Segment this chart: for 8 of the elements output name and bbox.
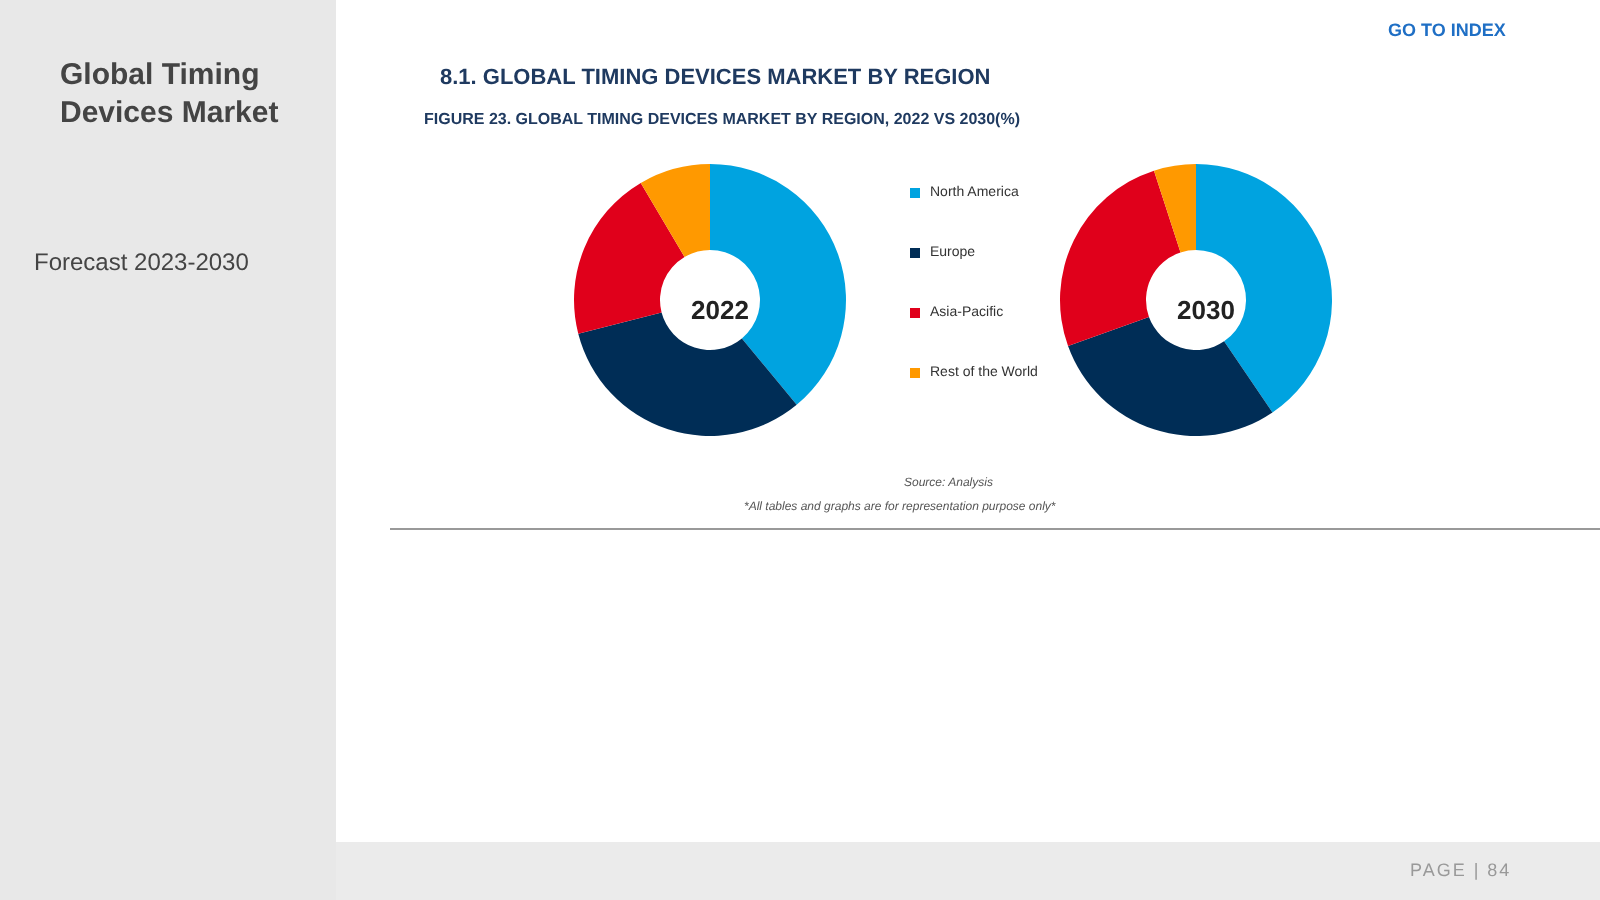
text: GO TO INDEX xyxy=(1388,20,1506,40)
chart-title: FIGURE 23. GLOBAL TIMING DEVICES MARKET BY REGION, 2022 VS 2030(%) xyxy=(424,110,1020,128)
text: Forecast 2023-2030 xyxy=(34,248,249,276)
slice-label: 2022 xyxy=(691,295,749,325)
text: PAGE | 84 xyxy=(1410,860,1512,880)
text: 8.1. GLOBAL TIMING DEVICES MARKET BY REGION xyxy=(440,66,991,90)
slice-label: 2030 xyxy=(1177,295,1235,325)
text: Global Timing Devices Market xyxy=(60,56,281,132)
